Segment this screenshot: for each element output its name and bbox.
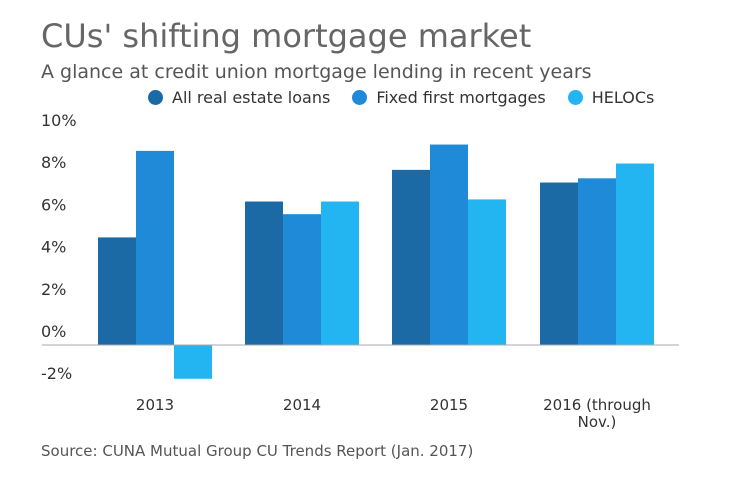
y-tick-label: 0% <box>41 322 66 341</box>
y-tick-label: 10% <box>41 111 77 130</box>
legend-label: Fixed first mortgages <box>376 88 546 107</box>
x-category-label: Nov.) <box>578 413 617 431</box>
y-tick-label: 8% <box>41 153 66 172</box>
x-category-label: 2013 <box>136 396 174 414</box>
y-tick-label: 4% <box>41 238 66 257</box>
legend-swatch <box>567 90 583 105</box>
y-tick-label: -2% <box>41 364 72 383</box>
x-category-label: 2015 <box>430 396 468 414</box>
legend-swatch <box>352 90 368 105</box>
chart-title: CUs' shifting mortgage market <box>41 17 532 55</box>
bar <box>321 201 359 345</box>
bar <box>616 163 654 345</box>
bar <box>174 345 212 379</box>
legend-item-fixed-first: Fixed first mortgages <box>352 88 546 107</box>
chart-legend: All real estate loans Fixed first mortga… <box>148 88 654 107</box>
y-tick-label: 6% <box>41 195 66 214</box>
legend-item-all-real-estate: All real estate loans <box>148 88 330 107</box>
bar <box>430 144 468 345</box>
legend-swatch <box>148 90 163 105</box>
chart-subtitle: A glance at credit union mortgage lendin… <box>41 61 592 83</box>
legend-label: All real estate loans <box>172 88 331 107</box>
x-category-label: 2016 (through <box>543 396 651 414</box>
legend-item-helocs: HELOCs <box>567 88 655 107</box>
bar <box>468 199 506 345</box>
bar <box>136 150 174 345</box>
bar <box>578 178 616 345</box>
bar <box>245 201 283 345</box>
y-tick-label: 2% <box>41 280 66 299</box>
x-category-label: 2014 <box>283 396 321 414</box>
legend-label: HELOCs <box>591 88 655 107</box>
bar <box>98 237 136 345</box>
bar <box>283 214 321 345</box>
bar <box>392 169 430 345</box>
bar <box>540 182 578 345</box>
source-note: Source: CUNA Mutual Group CU Trends Repo… <box>41 442 474 460</box>
